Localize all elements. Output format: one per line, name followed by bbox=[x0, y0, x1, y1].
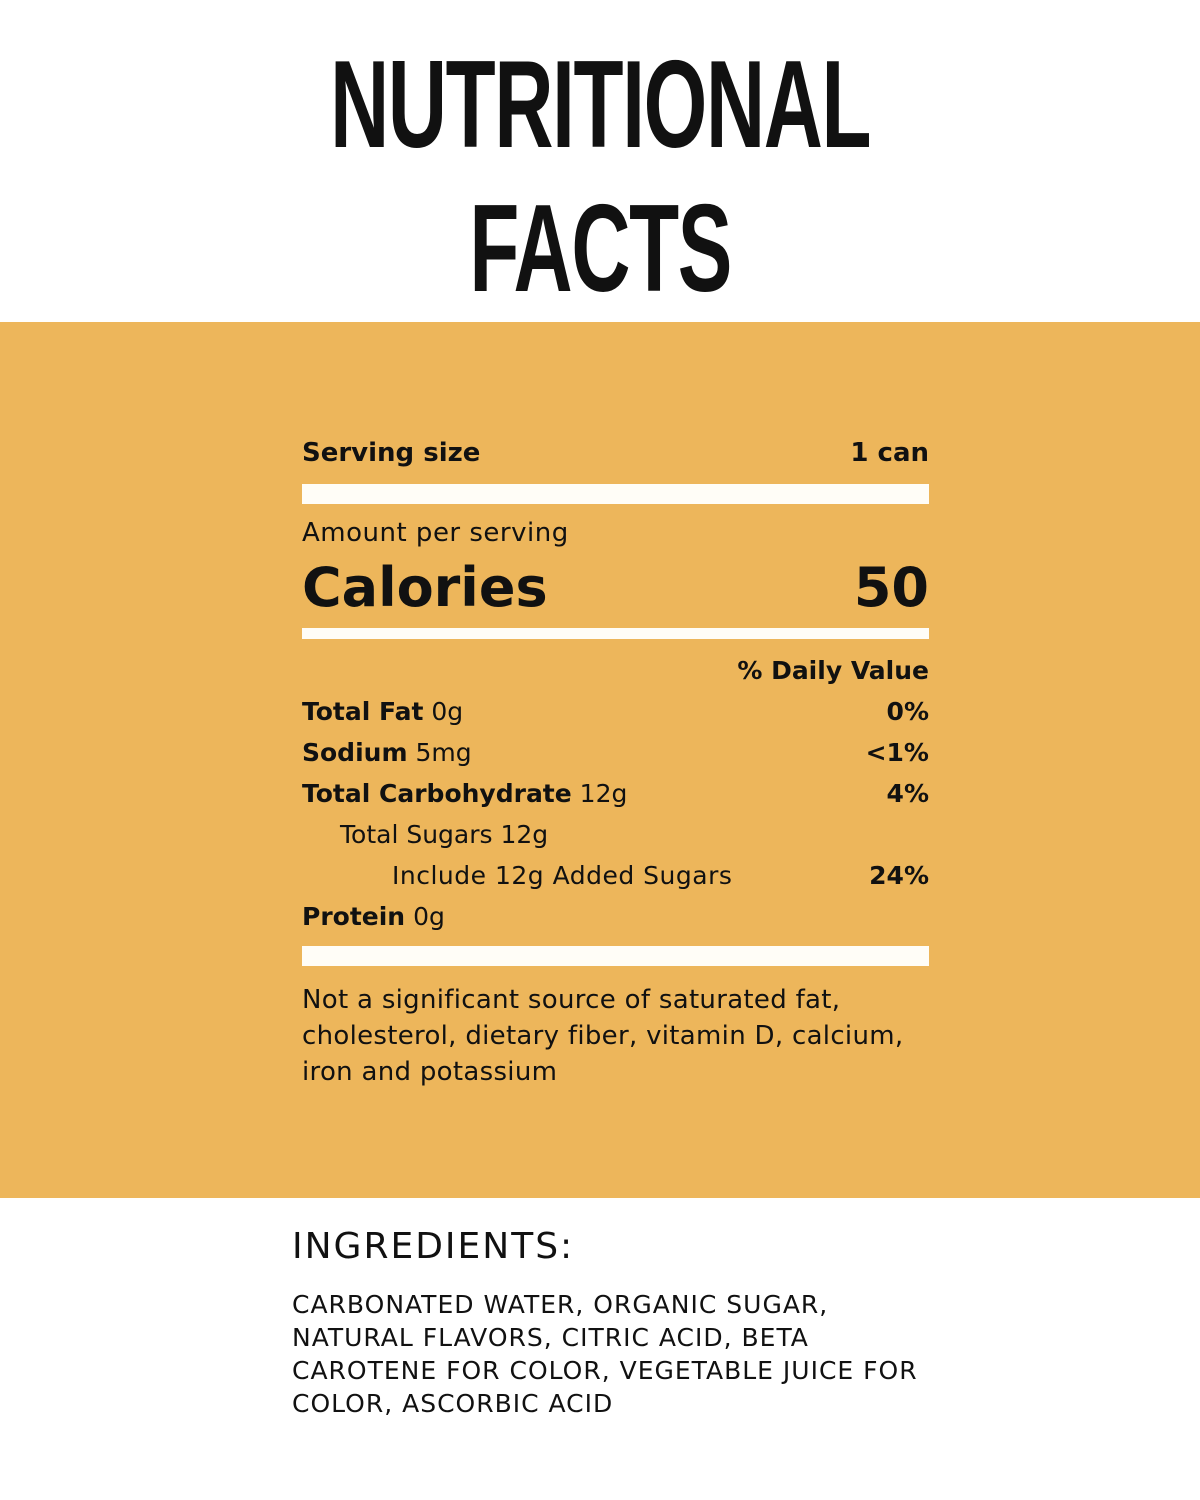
nutrient-dv: 24% bbox=[869, 861, 929, 890]
footnote: Not a significant source of saturated fa… bbox=[302, 985, 904, 1087]
page-title-line-2: FACTS bbox=[469, 180, 732, 318]
nutrient-row-total-sugars: Total Sugars 12g bbox=[302, 820, 929, 852]
nutrient-dv: 0% bbox=[886, 697, 929, 726]
nutrient-row-protein: Protein 0g bbox=[302, 902, 929, 934]
ingredients-text: CARBONATED WATER, ORGANIC SUGAR, NATURAL… bbox=[292, 1290, 918, 1418]
nutrient-name: Total Sugars 12g bbox=[340, 820, 549, 849]
serving-size-value: 1 can bbox=[850, 438, 929, 468]
nutrient-dv: 4% bbox=[886, 779, 929, 808]
nutrient-amount: 0g bbox=[431, 697, 464, 726]
divider-medium bbox=[302, 628, 929, 639]
amount-per-serving-text: Amount per serving bbox=[302, 518, 569, 548]
nutrient-row-total-carbohydrate: Total Carbohydrate 12g 4% bbox=[302, 779, 929, 811]
nutrient-amount: 12g bbox=[579, 779, 628, 808]
nutrient-dv: <1% bbox=[865, 738, 929, 767]
nutrient-name: Total Fat bbox=[302, 697, 424, 726]
divider-thick bbox=[302, 484, 929, 504]
nutrient-row-total-fat: Total Fat 0g 0% bbox=[302, 697, 929, 729]
calories-row: Calories 50 bbox=[302, 556, 929, 619]
amount-per-serving: Amount per serving bbox=[302, 518, 929, 548]
nutrient-name: Include 12g Added Sugars bbox=[392, 861, 733, 890]
calories-value: 50 bbox=[853, 556, 929, 619]
nutrition-panel: Serving size 1 can Amount per serving Ca… bbox=[0, 322, 1200, 1198]
nutrient-amount: 5mg bbox=[415, 738, 472, 767]
nutrient-amount: 0g bbox=[413, 902, 445, 931]
nutrient-row-added-sugars: Include 12g Added Sugars 24% bbox=[302, 861, 929, 893]
serving-size-row: Serving size 1 can bbox=[302, 438, 929, 468]
nutrient-row-sodium: Sodium 5mg <1% bbox=[302, 738, 929, 770]
page-title-line-1: NUTRITIONAL bbox=[329, 36, 871, 174]
ingredients-heading: INGREDIENTS: bbox=[292, 1226, 575, 1267]
calories-label: Calories bbox=[302, 556, 548, 619]
nutrient-name: Protein bbox=[302, 902, 406, 931]
daily-value-header-text: % Daily Value bbox=[737, 656, 929, 685]
daily-value-header: % Daily Value bbox=[302, 656, 929, 685]
serving-size-label: Serving size bbox=[302, 438, 481, 468]
nutrient-name: Total Carbohydrate bbox=[302, 779, 572, 808]
divider-thick-bottom bbox=[302, 946, 929, 966]
nutrient-name: Sodium bbox=[302, 738, 408, 767]
